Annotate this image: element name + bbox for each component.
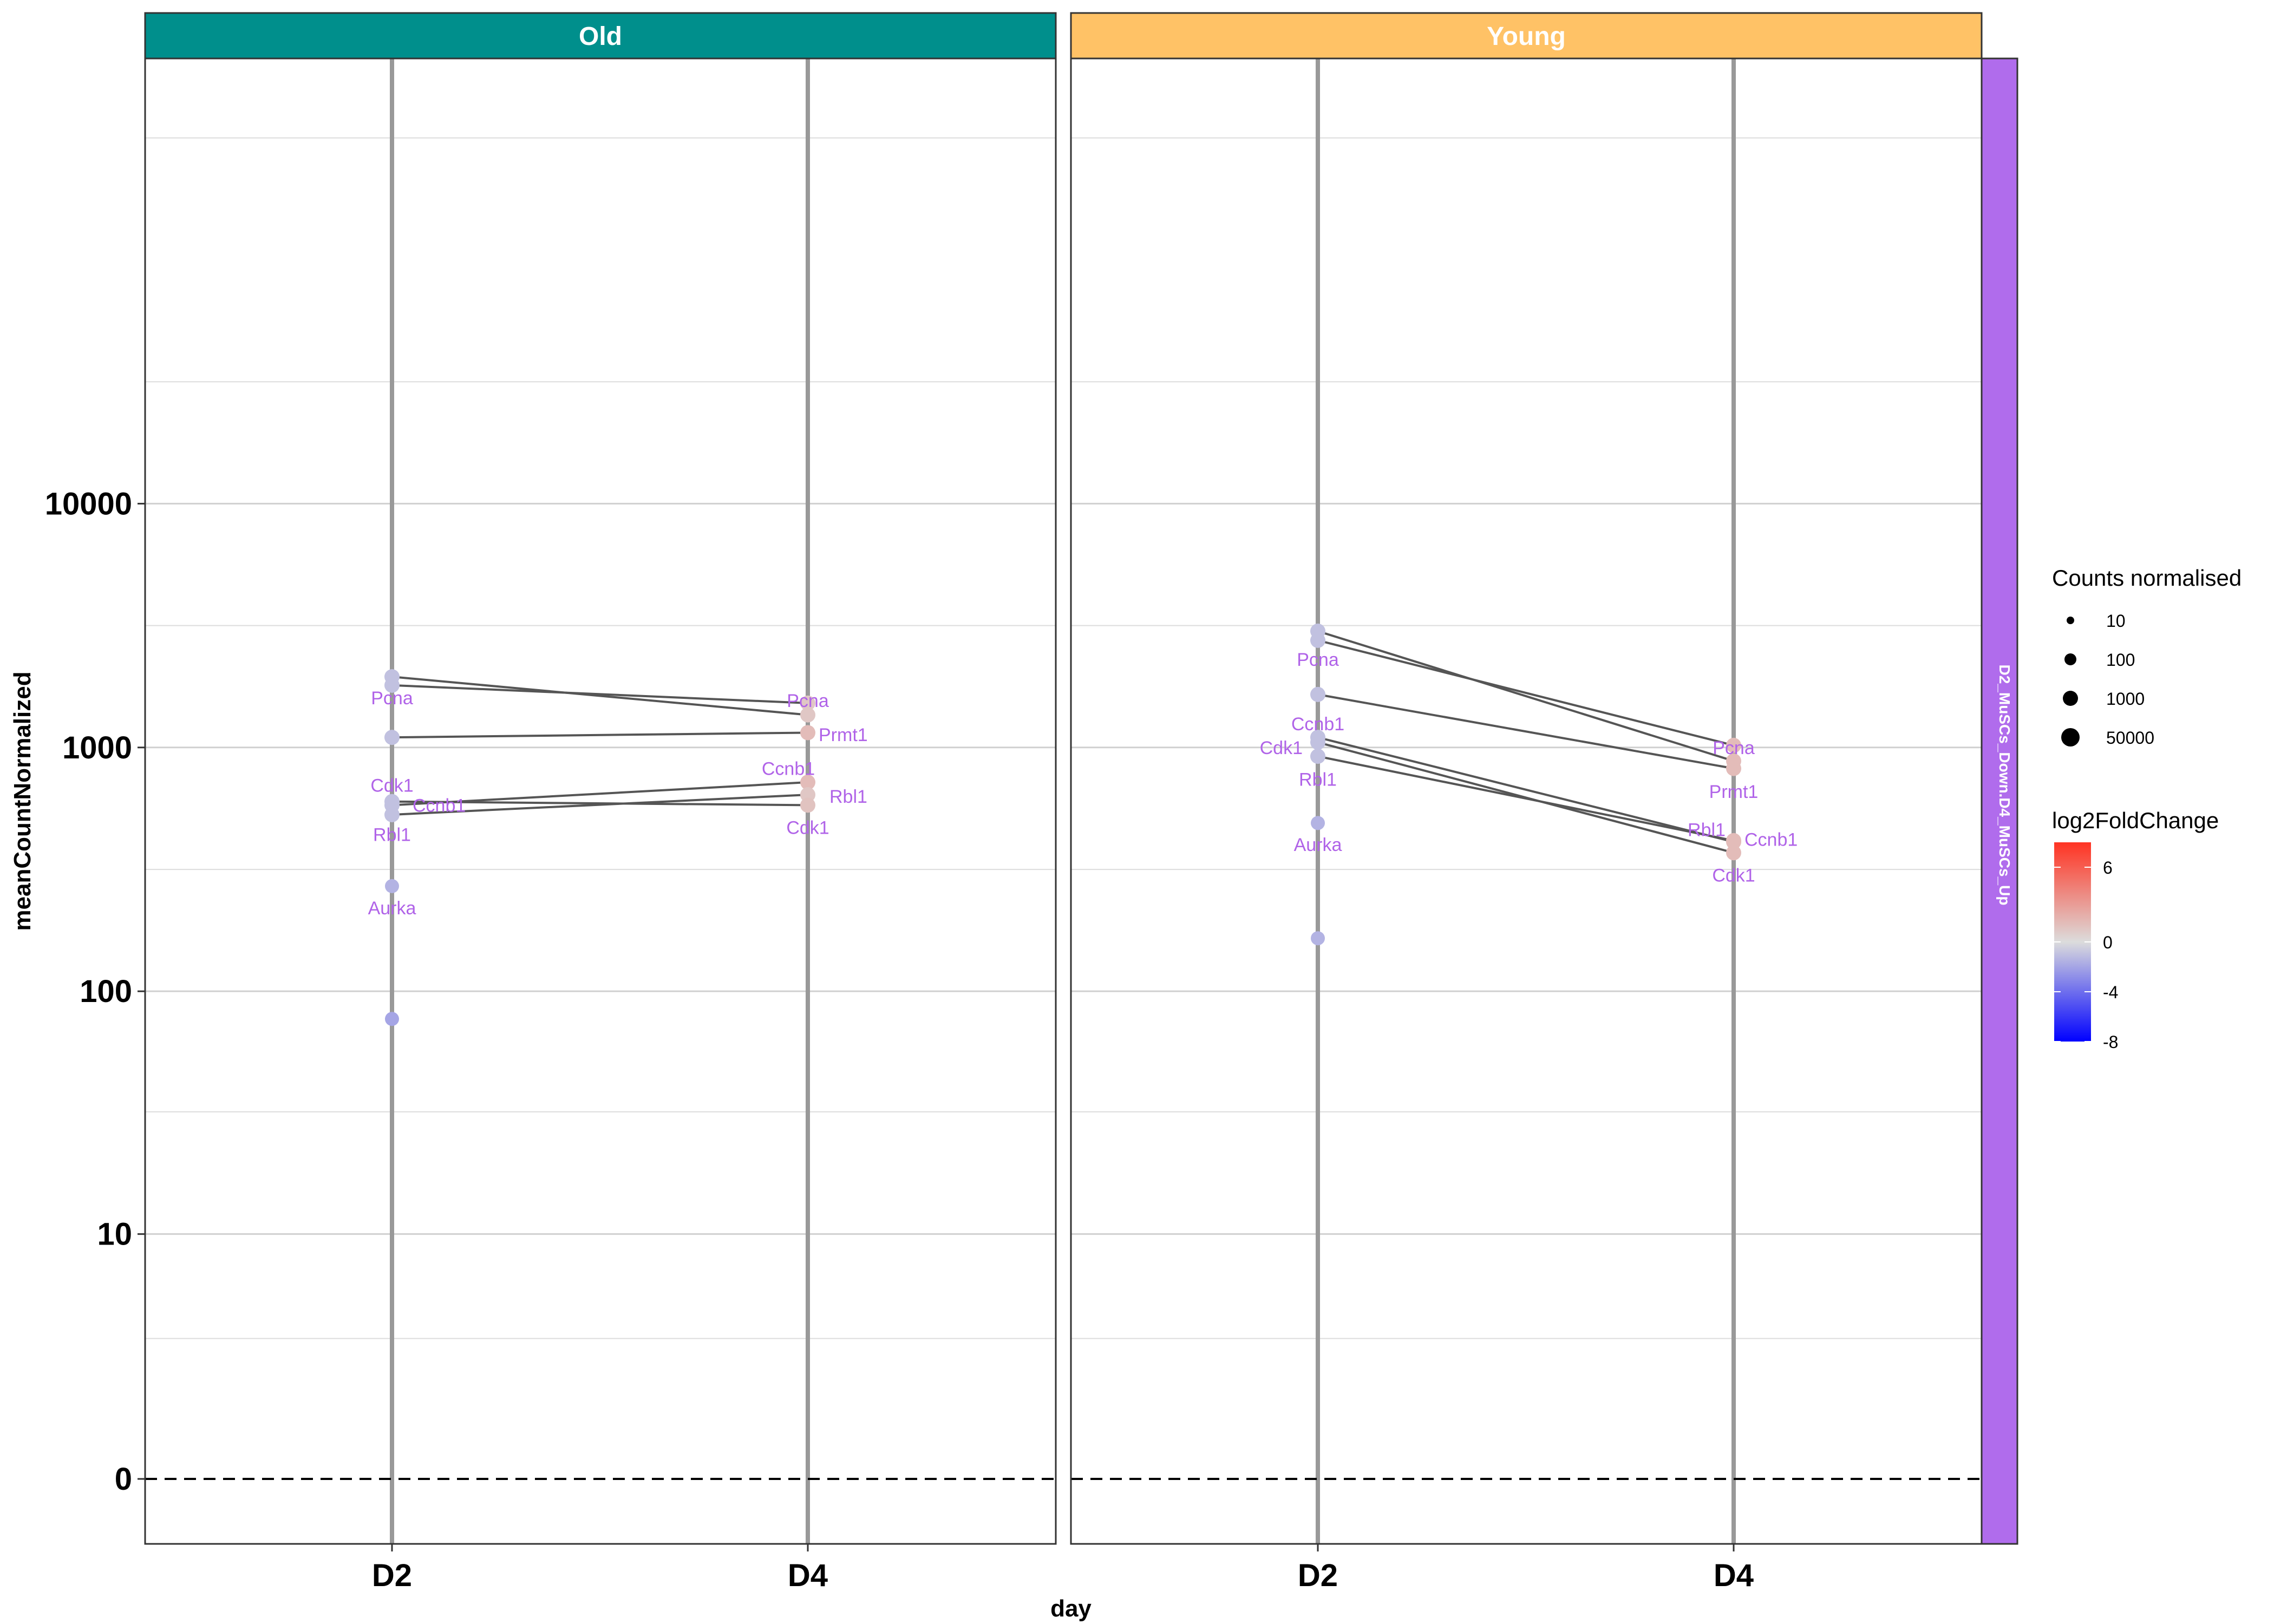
row-strip — [1981, 57, 2018, 1545]
color-legend-label: -8 — [2103, 1032, 2118, 1052]
gene-label: Pcna — [1297, 650, 1339, 670]
gene-label: Rbl1 — [829, 787, 867, 807]
gene-label: Ccnb1 — [762, 759, 815, 780]
panel-young: Pcna Ccnb1 Cdk1 Rbl1 Aurka Pcna Prmt1 Rbl1 Ccnb1… — [1070, 12, 1983, 1593]
connector-line — [1317, 639, 1734, 746]
data-point — [384, 730, 400, 745]
y-tick-label: 10000 — [45, 486, 132, 521]
y-tick-label: 10 — [97, 1217, 132, 1252]
data-point — [1311, 931, 1325, 946]
gene-label: Prmt1 — [819, 725, 868, 745]
connector-line — [391, 800, 808, 807]
facet-strip-old — [144, 12, 1057, 60]
size-legend-label: 50000 — [2106, 728, 2154, 748]
connector-line — [391, 794, 808, 816]
data-point — [1310, 735, 1325, 750]
gene-label: Cdk1 — [1712, 865, 1755, 886]
y-tick-label: 100 — [80, 974, 132, 1009]
connector-line — [391, 731, 808, 739]
x-tick-label: D2 — [1298, 1558, 1338, 1593]
data-point — [1310, 686, 1325, 702]
y-tick-label: 0 — [115, 1462, 132, 1497]
data-point — [800, 707, 815, 723]
gene-label: Aurka — [1294, 835, 1342, 855]
x-tick-label: D4 — [788, 1558, 828, 1593]
row-strip-label: D2_MuSCs_Down.D4_MuSCs_Up — [1996, 665, 2013, 906]
gene-label: Cdk1 — [1260, 738, 1303, 758]
gene-label: Ccnb1 — [1291, 714, 1344, 735]
size-legend-key — [2061, 728, 2080, 746]
panels-layer: PcnaCdk1Ccnb1Rbl1AurkaPcnaPrmt1Ccnb1Rbl1… — [144, 12, 2018, 1593]
data-point — [385, 1012, 399, 1026]
x-tick-label: D4 — [1714, 1558, 1754, 1593]
gene-label: Rbl1 — [1688, 820, 1726, 841]
gene-label: Ccnb1 — [413, 795, 466, 816]
data-point — [800, 797, 815, 813]
x-axis-title: day — [1050, 1595, 1092, 1622]
data-point — [800, 775, 815, 790]
legend-layer: Counts normalised 10 100 1000 50000 log2FoldC… — [2052, 565, 2242, 1052]
x-tick-label: D2 — [372, 1558, 412, 1593]
panel-old: PcnaCdk1Ccnb1Rbl1AurkaPcnaPrmt1Ccnb1Rbl1… — [144, 12, 1057, 1593]
data-point — [1726, 737, 1741, 753]
data-point — [385, 879, 399, 893]
data-point — [1310, 749, 1325, 764]
data-point — [1726, 833, 1741, 848]
gene-label: Prmt1 — [1709, 782, 1759, 802]
data-point — [1726, 845, 1741, 861]
size-legend-label: 10 — [2106, 611, 2126, 631]
connector-line — [1317, 736, 1734, 843]
color-legend-label: -4 — [2103, 983, 2118, 1002]
data-point — [800, 725, 815, 741]
data-point — [800, 695, 815, 711]
gene-label: Rbl1 — [373, 824, 411, 845]
size-legend-key — [2064, 653, 2076, 665]
size-legend-label: 100 — [2106, 650, 2135, 670]
gene-label: Aurka — [368, 898, 416, 919]
gene-label: Pcna — [1713, 738, 1755, 758]
y-axis-title: meanCountNormalized — [9, 671, 36, 931]
gene-label: Rbl1 — [1299, 770, 1337, 790]
facet-strip-label: Old — [579, 22, 622, 51]
gene-label: Ccnb1 — [1744, 829, 1798, 850]
panel-background — [145, 58, 1056, 1544]
connector-line — [391, 676, 808, 716]
data-point — [1311, 816, 1325, 830]
color-legend-label: 0 — [2103, 933, 2113, 952]
connector-line — [1317, 693, 1734, 770]
connector-line — [1317, 741, 1734, 854]
facet-strip-young — [1070, 12, 1983, 60]
color-legend-title: log2FoldChange — [2052, 808, 2219, 833]
size-legend-key — [2067, 617, 2074, 624]
y-tick-label: 1000 — [62, 730, 132, 765]
connector-line — [1317, 630, 1734, 762]
data-point — [384, 794, 400, 809]
data-point — [384, 677, 400, 693]
data-point — [800, 787, 815, 803]
data-point — [1310, 632, 1325, 648]
facet-strip-label: Young — [1487, 22, 1566, 51]
gene-label: Cdk1 — [786, 817, 829, 838]
gene-label: Cdk1 — [370, 776, 413, 796]
data-point — [384, 807, 400, 822]
grid-layer: 0 10 100 1000 10000 day meanCountNormalized — [9, 486, 1092, 1622]
panel-background — [1071, 58, 1982, 1544]
gene-label: Pcna — [371, 688, 413, 709]
size-legend-key — [2063, 691, 2078, 706]
color-legend-label: 6 — [2103, 858, 2113, 878]
gene-label: Pcna — [787, 691, 829, 711]
size-legend-title: Counts normalised — [2052, 565, 2242, 591]
data-point — [1726, 761, 1741, 776]
connector-line — [391, 684, 808, 704]
size-legend-label: 1000 — [2106, 689, 2145, 709]
